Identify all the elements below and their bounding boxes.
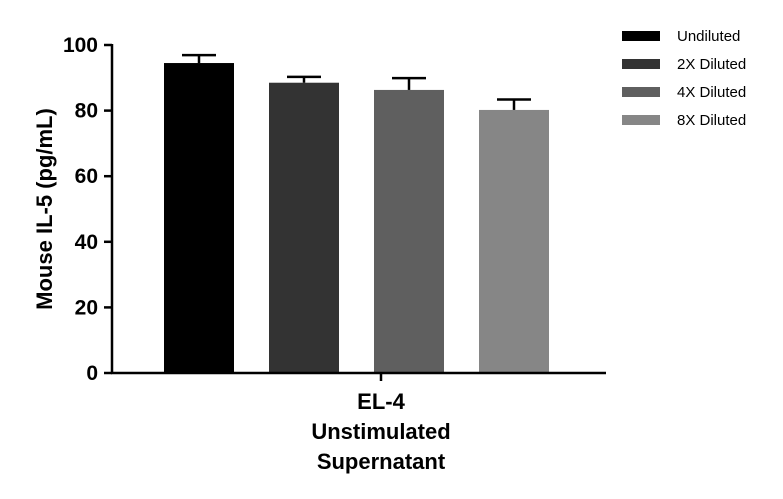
bar-2 (269, 82, 339, 373)
x-axis (111, 371, 606, 381)
legend-item-4: 8X Diluted (622, 112, 746, 129)
bar-1 (164, 63, 234, 373)
bar-3 (374, 89, 444, 373)
error-bar-1 (182, 53, 216, 64)
y-tick-label-0: 0 (86, 362, 98, 385)
y-tick-label-2: 40 (75, 231, 98, 254)
category-label-line-1: EL-4 (357, 389, 405, 414)
legend-label-4: 8X Diluted (677, 112, 746, 129)
y-tick-label-1: 20 (75, 296, 98, 319)
error-bar-4 (497, 98, 531, 110)
y-axis: 0 20 40 60 80 100 (63, 34, 114, 385)
legend-item-2: 2X Diluted (622, 56, 746, 73)
y-tick-label-5: 100 (63, 34, 98, 57)
plot-area (164, 53, 549, 373)
error-bar-2 (287, 75, 321, 83)
error-bar-3 (392, 76, 426, 90)
legend-swatch-1 (622, 31, 660, 41)
legend-label-1: Undiluted (677, 28, 740, 45)
category-label-line-3: Supernatant (317, 449, 446, 474)
legend: Undiluted 2X Diluted 4X Diluted 8X Diluted (622, 28, 746, 129)
y-tick-label-3: 60 (75, 165, 98, 188)
y-axis-title: Mouse IL-5 (pg/mL) (32, 108, 57, 310)
legend-swatch-4 (622, 115, 660, 125)
y-tick-label-4: 80 (75, 100, 98, 123)
legend-item-3: 4X Diluted (622, 84, 746, 101)
category-label-line-2: Unstimulated (311, 419, 450, 444)
bar-4 (479, 109, 549, 373)
legend-label-3: 4X Diluted (677, 84, 746, 101)
legend-item-1: Undiluted (622, 28, 740, 45)
legend-label-2: 2X Diluted (677, 56, 746, 73)
legend-swatch-3 (622, 87, 660, 97)
legend-swatch-2 (622, 59, 660, 69)
